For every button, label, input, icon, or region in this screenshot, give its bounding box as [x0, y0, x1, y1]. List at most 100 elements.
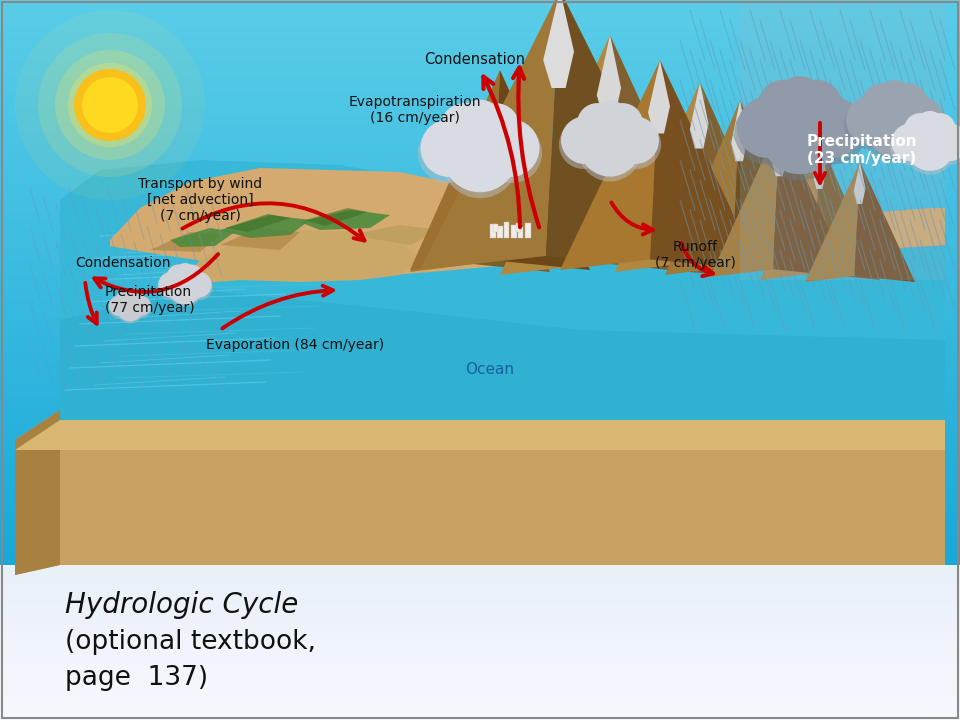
- Circle shape: [122, 290, 138, 307]
- Polygon shape: [732, 100, 815, 275]
- Polygon shape: [773, 122, 850, 277]
- Polygon shape: [691, 82, 785, 272]
- Circle shape: [890, 126, 928, 165]
- Circle shape: [180, 264, 203, 287]
- Circle shape: [168, 271, 202, 305]
- Circle shape: [897, 100, 947, 149]
- Circle shape: [575, 107, 617, 148]
- Polygon shape: [350, 225, 440, 245]
- Circle shape: [116, 297, 143, 323]
- Polygon shape: [853, 162, 866, 204]
- Circle shape: [602, 103, 643, 144]
- Bar: [516, 223, 521, 232]
- Circle shape: [559, 120, 608, 169]
- Text: Hydrologic Cycle: Hydrologic Cycle: [65, 591, 299, 619]
- Text: Condensation: Condensation: [75, 256, 171, 270]
- Circle shape: [470, 103, 520, 153]
- Bar: [504, 222, 509, 238]
- Polygon shape: [500, 35, 610, 275]
- Polygon shape: [60, 160, 945, 420]
- Circle shape: [737, 96, 798, 158]
- Circle shape: [131, 297, 152, 318]
- Polygon shape: [305, 208, 368, 226]
- Polygon shape: [170, 228, 235, 247]
- Polygon shape: [150, 232, 220, 252]
- Circle shape: [906, 122, 954, 171]
- Polygon shape: [15, 410, 60, 575]
- Circle shape: [802, 96, 863, 158]
- Circle shape: [82, 77, 138, 133]
- Circle shape: [127, 292, 145, 310]
- Circle shape: [904, 113, 936, 145]
- Circle shape: [122, 289, 138, 305]
- Circle shape: [186, 274, 213, 300]
- Polygon shape: [710, 122, 780, 277]
- Bar: [493, 224, 498, 232]
- Circle shape: [579, 115, 641, 176]
- Circle shape: [168, 273, 203, 307]
- Polygon shape: [650, 60, 760, 270]
- Circle shape: [55, 50, 165, 160]
- Circle shape: [892, 124, 929, 161]
- Circle shape: [418, 123, 477, 183]
- Circle shape: [905, 125, 955, 175]
- Circle shape: [590, 104, 630, 143]
- Circle shape: [561, 117, 609, 164]
- Polygon shape: [546, 0, 700, 270]
- Polygon shape: [15, 420, 945, 450]
- Polygon shape: [665, 100, 740, 275]
- Circle shape: [864, 95, 925, 156]
- Polygon shape: [648, 60, 670, 133]
- Circle shape: [803, 102, 866, 164]
- Polygon shape: [410, 70, 500, 270]
- Text: (optional textbook,: (optional textbook,: [65, 629, 316, 655]
- Circle shape: [442, 122, 518, 198]
- Circle shape: [109, 296, 130, 316]
- Text: Runoff
(7 cm/year): Runoff (7 cm/year): [655, 240, 735, 270]
- Polygon shape: [180, 230, 420, 285]
- Circle shape: [420, 120, 478, 177]
- Polygon shape: [599, 35, 720, 275]
- Circle shape: [579, 119, 641, 181]
- Circle shape: [776, 76, 825, 125]
- Text: Precipitation
(77 cm/year): Precipitation (77 cm/year): [105, 285, 195, 315]
- Circle shape: [15, 10, 205, 200]
- Circle shape: [456, 104, 504, 151]
- Circle shape: [887, 83, 928, 124]
- Circle shape: [862, 83, 902, 124]
- Circle shape: [74, 69, 146, 141]
- Circle shape: [924, 116, 957, 149]
- Bar: [497, 226, 503, 238]
- Polygon shape: [720, 228, 790, 244]
- Circle shape: [577, 103, 617, 144]
- Circle shape: [116, 290, 133, 307]
- Circle shape: [443, 117, 517, 192]
- Polygon shape: [731, 100, 748, 161]
- Circle shape: [791, 84, 845, 138]
- Polygon shape: [420, 0, 560, 270]
- Circle shape: [603, 107, 645, 148]
- Circle shape: [844, 100, 893, 149]
- Circle shape: [612, 117, 659, 164]
- Polygon shape: [597, 35, 621, 119]
- Circle shape: [931, 126, 960, 165]
- Polygon shape: [410, 112, 480, 272]
- Polygon shape: [854, 162, 915, 282]
- Polygon shape: [690, 82, 708, 148]
- Circle shape: [863, 99, 926, 161]
- Text: Evaporation (84 cm/year): Evaporation (84 cm/year): [206, 338, 384, 352]
- Polygon shape: [615, 82, 700, 272]
- Text: page  137): page 137): [65, 665, 208, 691]
- Polygon shape: [220, 228, 300, 250]
- Polygon shape: [110, 170, 945, 275]
- Polygon shape: [814, 140, 880, 280]
- Circle shape: [175, 263, 195, 284]
- Circle shape: [897, 96, 944, 144]
- Polygon shape: [15, 410, 945, 575]
- Circle shape: [931, 124, 960, 161]
- Circle shape: [760, 95, 840, 174]
- Polygon shape: [430, 224, 500, 242]
- Polygon shape: [473, 112, 550, 272]
- Text: Transport by wind
[net advection]
(7 cm/year): Transport by wind [net advection] (7 cm/…: [138, 177, 262, 223]
- Polygon shape: [60, 290, 945, 420]
